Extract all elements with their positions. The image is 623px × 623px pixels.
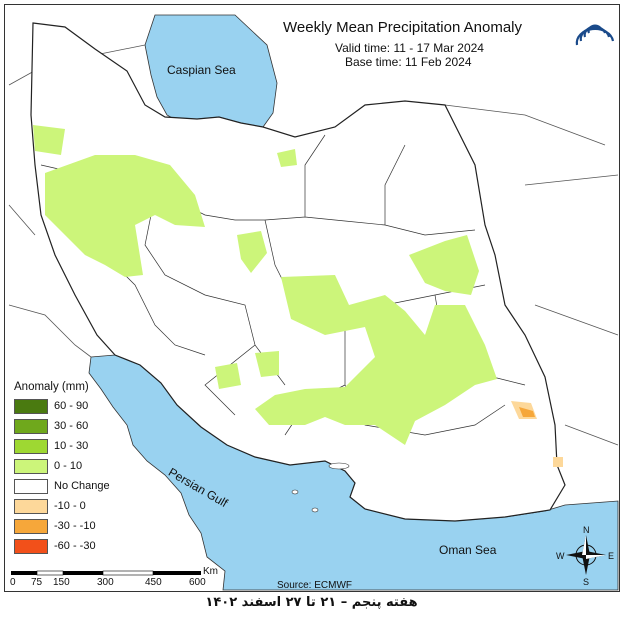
legend-label: 60 - 90: [54, 400, 89, 412]
scale-tick-600: 600: [189, 577, 206, 588]
anomaly-negative-patches: [511, 401, 563, 467]
logo-icon: [575, 24, 615, 46]
legend-label: -10 - 0: [54, 500, 86, 512]
scale-tick-450: 450: [145, 577, 162, 588]
anomaly-0-10-patches: [33, 125, 497, 445]
scale-tick-300: 300: [97, 577, 114, 588]
scale-bar: [11, 570, 201, 576]
scale-unit: Km: [203, 566, 218, 577]
compass-rose: [566, 535, 606, 575]
legend-label: 10 - 30: [54, 440, 89, 452]
legend-swatch: [14, 399, 48, 414]
footer-caption: هفته پنجم – ۲۱ تا ۲۷ اسفند ۱۴۰۲: [205, 595, 418, 610]
source-credit: Source: ECMWF: [277, 580, 353, 591]
map-frame: Weekly Mean Precipitation Anomaly Valid …: [4, 4, 620, 592]
map-title: Weekly Mean Precipitation Anomaly: [283, 19, 523, 36]
islands: [291, 462, 350, 513]
legend-label: -60 - -30: [54, 540, 96, 552]
oman-sea-label: Oman Sea: [439, 543, 497, 557]
compass-w: W: [556, 551, 565, 561]
scale-tick-150: 150: [53, 577, 70, 588]
legend-label: 30 - 60: [54, 420, 89, 432]
legend-swatch: [14, 459, 48, 474]
legend-title: Anomaly (mm): [14, 381, 89, 393]
precipitation-map: [8, 14, 619, 591]
legend-swatch: [14, 499, 48, 514]
compass-e: E: [608, 551, 615, 561]
legend-swatch: [14, 479, 48, 494]
legend-swatch: [14, 419, 48, 434]
valid-time: Valid time: 11 - 17 Mar 2024: [335, 41, 484, 55]
base-time: Base time: 11 Feb 2024: [345, 55, 472, 69]
legend-label: 0 - 10: [54, 460, 83, 472]
legend-swatch: [14, 519, 48, 534]
iran-outline: [30, 22, 566, 522]
legend-swatch: [14, 439, 48, 454]
scale-tick-75: 75: [31, 577, 43, 588]
compass-n: N: [583, 525, 590, 535]
caspian-label: Caspian Sea: [167, 63, 236, 77]
compass-s: S: [583, 577, 590, 587]
legend-label: -30 - -10: [54, 520, 96, 532]
legend-swatch: [14, 539, 48, 554]
scale-tick-0: 0: [10, 577, 16, 588]
legend-label: No Change: [54, 480, 110, 492]
